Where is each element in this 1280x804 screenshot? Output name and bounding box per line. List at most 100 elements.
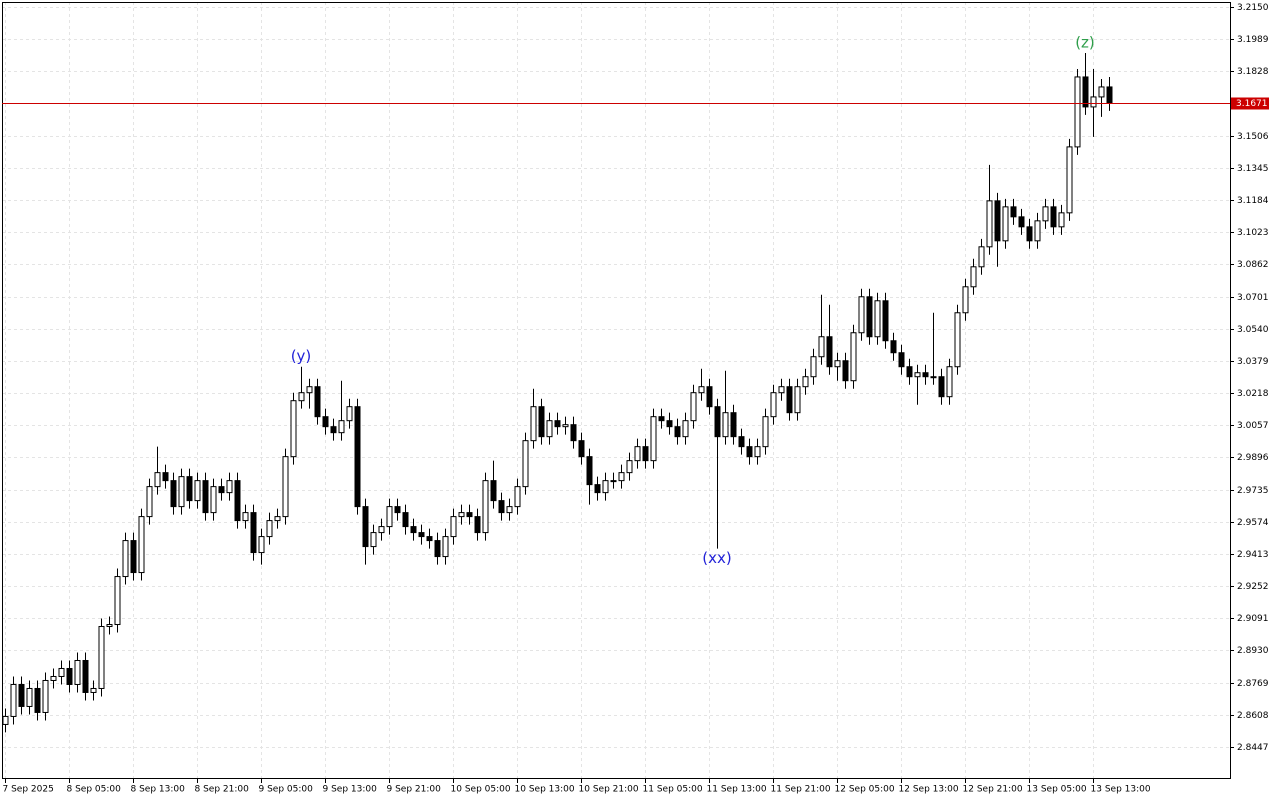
candle-body xyxy=(154,472,161,488)
candle-body xyxy=(810,356,817,378)
candle-body xyxy=(42,679,49,713)
candle-body xyxy=(794,386,801,414)
candle-body xyxy=(538,406,545,438)
candle-body xyxy=(66,667,73,685)
candle-body xyxy=(1090,96,1097,108)
candle-body xyxy=(802,376,809,388)
y-tick-label: 2.8769 xyxy=(1237,679,1269,689)
candle-body xyxy=(842,360,849,382)
candle-body xyxy=(122,540,129,578)
candle-body xyxy=(930,376,937,379)
candle-body xyxy=(290,400,297,458)
candle-body xyxy=(818,336,825,358)
candle-body xyxy=(882,300,889,342)
candle-body xyxy=(58,667,65,677)
x-tick-label: 8 Sep 05:00 xyxy=(67,785,122,795)
candle-body xyxy=(658,416,665,422)
candle-body xyxy=(306,386,313,394)
candle-body xyxy=(186,476,193,502)
x-tick-label: 9 Sep 13:00 xyxy=(323,785,378,795)
candle-body xyxy=(986,200,993,248)
y-tick-label: 2.8608 xyxy=(1237,711,1269,721)
candle-body xyxy=(170,480,177,508)
candle-body xyxy=(386,506,393,528)
candle-body xyxy=(978,246,985,268)
x-tick-label: 7 Sep 2025 xyxy=(3,785,54,795)
candle-body xyxy=(714,406,721,438)
candles xyxy=(2,52,1113,733)
candle-body xyxy=(2,715,9,725)
candle-body xyxy=(786,386,793,414)
candle-body xyxy=(602,480,609,494)
y-tick-label: 2.9252 xyxy=(1237,582,1269,592)
candle-body xyxy=(1082,76,1089,108)
candle-body xyxy=(546,420,553,438)
candle-body xyxy=(898,352,905,368)
candle-body xyxy=(626,460,633,474)
candle-body xyxy=(690,392,697,422)
candle-body xyxy=(1042,206,1049,222)
candle-body xyxy=(674,426,681,438)
x-tick-label: 11 Sep 13:00 xyxy=(707,785,767,795)
y-tick-label: 3.1828 xyxy=(1237,67,1269,77)
candle-body xyxy=(890,340,897,354)
candle-body xyxy=(514,486,521,508)
candle-body xyxy=(834,360,841,368)
x-tick-label: 11 Sep 05:00 xyxy=(643,785,703,795)
candle-body xyxy=(826,336,833,368)
candle-body xyxy=(346,406,353,422)
y-tick-label: 3.0379 xyxy=(1237,357,1269,367)
x-tick-label: 12 Sep 13:00 xyxy=(899,785,959,795)
candle-body xyxy=(1026,226,1033,242)
x-tick-label: 8 Sep 21:00 xyxy=(195,785,250,795)
candle-body xyxy=(594,484,601,494)
x-tick-label: 12 Sep 05:00 xyxy=(835,785,895,795)
candle-body xyxy=(10,683,17,717)
candle-body xyxy=(106,624,113,628)
candle-body xyxy=(1058,212,1065,228)
candle-body xyxy=(298,392,305,402)
plot-frame xyxy=(2,2,1231,779)
candle-body xyxy=(746,446,753,458)
wave-label: (z) xyxy=(1075,33,1095,51)
candle-body xyxy=(194,480,201,502)
candle-body xyxy=(138,516,145,574)
y-tick-label: 2.8930 xyxy=(1237,646,1269,656)
candle-body xyxy=(738,436,745,448)
y-tick-label: 3.0862 xyxy=(1237,260,1269,270)
y-tick-label: 3.1184 xyxy=(1237,196,1269,206)
candle-body xyxy=(266,520,273,538)
wave-label: (xx) xyxy=(702,549,731,567)
y-tick-label: 3.0540 xyxy=(1237,325,1269,335)
candle-body xyxy=(74,659,81,685)
candle-body xyxy=(410,526,417,534)
candle-body xyxy=(586,456,593,486)
candle-body xyxy=(50,675,57,681)
candle-body xyxy=(370,532,377,548)
x-tick-label: 10 Sep 21:00 xyxy=(579,785,639,795)
y-tick-label: 2.9735 xyxy=(1237,486,1269,496)
candle-body xyxy=(522,440,529,488)
candle-body xyxy=(698,386,705,394)
candle-body xyxy=(858,296,865,334)
candle-body xyxy=(482,480,489,534)
candle-body xyxy=(850,332,857,382)
candle-body xyxy=(906,366,913,378)
candle-body xyxy=(874,300,881,338)
candle-body xyxy=(1106,86,1113,104)
candle-body xyxy=(682,420,689,438)
y-tick-label: 2.9574 xyxy=(1237,518,1269,528)
candle-body xyxy=(450,516,457,538)
y-tick-label: 2.9413 xyxy=(1237,550,1269,560)
candle-body xyxy=(954,312,961,368)
candle-body xyxy=(938,376,945,398)
candle-body xyxy=(274,516,281,522)
candle-body xyxy=(530,406,537,442)
candle-body xyxy=(210,486,217,514)
candle-body xyxy=(962,286,969,314)
x-tick-label: 13 Sep 13:00 xyxy=(1091,785,1151,795)
x-tick-label: 12 Sep 21:00 xyxy=(963,785,1023,795)
candle-body xyxy=(130,540,137,574)
